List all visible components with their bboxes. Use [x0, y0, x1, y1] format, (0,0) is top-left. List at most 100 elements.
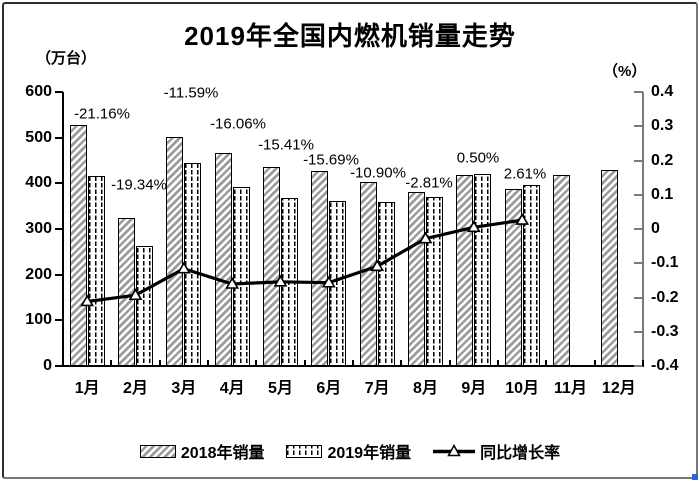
growth-label: -2.81% [405, 174, 453, 192]
bar-2019-6月 [329, 201, 347, 366]
x-axis-label: 6月 [316, 380, 342, 397]
legend: 2018年销量 2019年销量 同比增长率 [0, 439, 700, 463]
legend-item-growth: 同比增长率 [433, 439, 560, 463]
x-axis-tick [497, 360, 499, 366]
bar-2019-10月 [522, 184, 540, 366]
bar-2019-4月 [232, 187, 250, 366]
left-axis-tick-label: 300 [25, 220, 52, 237]
x-axis-tick [303, 360, 306, 366]
growth-label: -19.34% [111, 176, 167, 194]
legend-label-growth: 同比增长率 [480, 445, 561, 462]
bar-2018-9月 [456, 175, 474, 366]
x-axis-tick [255, 360, 258, 366]
growth-label: -11.59% [163, 84, 219, 102]
bar-2018-8月 [408, 191, 425, 366]
x-axis-line [62, 365, 644, 367]
x-axis-label: 12月 [601, 380, 636, 397]
right-axis-tick [634, 262, 643, 265]
right-axis-tick-label: 0.3 [651, 117, 674, 135]
legend-label-2019: 2019年销量 [327, 445, 412, 462]
x-axis-label: 10月 [505, 380, 540, 397]
right-axis-unit: （%） [603, 63, 647, 80]
bar-2019-8月 [426, 196, 443, 366]
bar-2018-4月 [214, 153, 232, 366]
left-axis-tick-label: 100 [25, 311, 52, 329]
legend-item-2018: 2018年销量 [139, 439, 265, 463]
bar-2018-12月 [601, 170, 619, 366]
x-axis-label: 2月 [123, 380, 148, 397]
right-axis-tick-label: -0.1 [651, 254, 679, 272]
right-axis-tick [634, 365, 643, 367]
x-axis-label: 1月 [74, 380, 100, 397]
right-axis-tick [634, 330, 643, 333]
left-axis-tick [55, 273, 63, 276]
left-axis-tick-label: 600 [25, 83, 52, 100]
left-axis-tick [55, 365, 63, 367]
bar-2018-10月 [504, 189, 522, 366]
growth-label: -10.90% [350, 164, 406, 182]
x-axis-label: 4月 [219, 380, 245, 397]
bar-2019-9月 [474, 174, 492, 366]
bar-2019-1月 [87, 176, 105, 366]
growth-label: -16.06% [210, 115, 266, 133]
x-axis-label: 3月 [171, 380, 197, 397]
right-axis-line [642, 92, 644, 366]
legend-swatch-line-triangle-icon [433, 444, 476, 458]
left-axis-tick-label: 500 [25, 128, 52, 146]
growth-label: -15.69% [303, 151, 359, 169]
bar-2018-6月 [311, 170, 329, 366]
right-axis-tick-label: 0.2 [651, 151, 674, 169]
bar-2019-2月 [136, 246, 153, 366]
x-axis-tick [110, 360, 113, 366]
right-axis-tick-label: -0.4 [651, 357, 679, 374]
x-axis-tick [352, 360, 354, 366]
bar-2018-11月 [553, 174, 570, 366]
x-axis-tick [593, 360, 596, 366]
left-axis-tick-label: 0 [43, 357, 52, 374]
bar-2018-7月 [359, 181, 377, 366]
legend-item-2019: 2019年销量 [286, 439, 411, 463]
bar-2019-7月 [377, 202, 395, 366]
left-axis-line [62, 92, 64, 366]
growth-label: -15.41% [258, 136, 314, 154]
left-axis-tick [55, 182, 63, 185]
growth-label: -21.16% [74, 105, 130, 123]
legend-label-2018: 2018年销量 [180, 445, 265, 462]
growth-label: 2.61% [503, 165, 547, 183]
left-axis-tick [55, 136, 63, 139]
right-axis-tick [634, 159, 643, 162]
right-axis-tick [634, 228, 643, 230]
x-axis-label: 8月 [413, 380, 438, 397]
x-axis-tick [545, 360, 548, 366]
right-axis-tick [634, 125, 643, 128]
left-axis-tick-label: 400 [25, 174, 52, 192]
x-axis-tick [400, 360, 403, 366]
x-axis-tick [642, 360, 644, 366]
corner-artifact [692, 474, 698, 480]
x-axis-tick [62, 360, 64, 366]
right-axis-tick-label: -0.3 [651, 322, 679, 340]
x-axis-label: 7月 [364, 380, 390, 397]
left-axis-tick [55, 319, 63, 322]
x-axis-tick [448, 360, 451, 366]
x-axis-label: 5月 [268, 380, 293, 397]
right-axis-tick [634, 296, 643, 299]
x-axis-tick [207, 360, 209, 366]
right-axis-tick-label: 0.4 [651, 83, 674, 100]
legend-swatch-hatch-icon [139, 444, 176, 458]
right-axis-tick [634, 91, 643, 93]
plot-area [63, 92, 643, 366]
x-axis-label: 9月 [461, 380, 487, 397]
legend-swatch-dash-icon [286, 444, 323, 458]
bar-2018-5月 [263, 167, 280, 366]
left-axis-tick-label: 200 [25, 265, 52, 283]
left-axis-unit: （万台） [36, 50, 97, 67]
bar-2018-2月 [118, 217, 135, 366]
bar-2018-3月 [166, 136, 184, 366]
left-axis-tick [55, 228, 63, 230]
growth-label: 0.50% [456, 149, 500, 167]
x-axis-tick [158, 360, 161, 366]
chart-title: 2019年全国内燃机销量走势 [184, 21, 516, 51]
x-axis-label: 11月 [554, 380, 587, 397]
